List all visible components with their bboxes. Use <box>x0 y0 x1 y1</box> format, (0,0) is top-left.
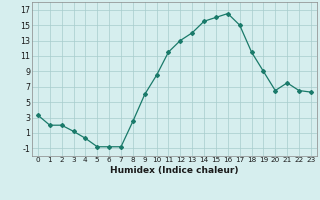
X-axis label: Humidex (Indice chaleur): Humidex (Indice chaleur) <box>110 166 239 175</box>
